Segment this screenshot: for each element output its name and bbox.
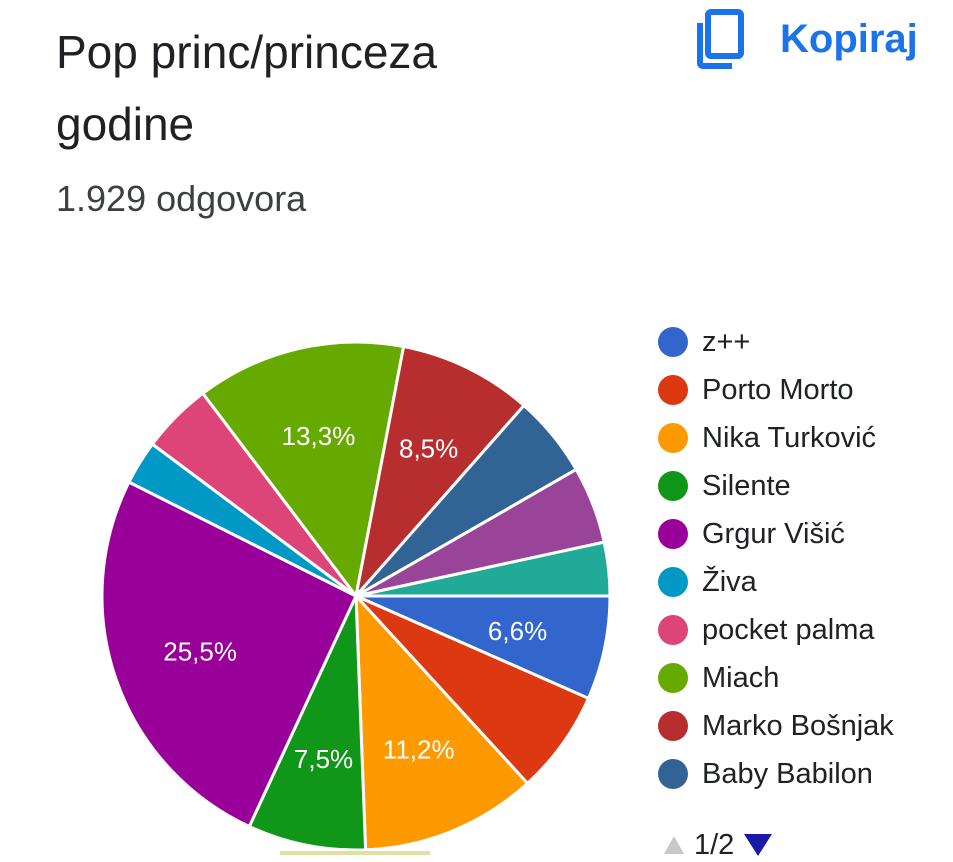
- legend-item[interactable]: pocket palma: [658, 606, 894, 654]
- legend-swatch: [658, 759, 688, 789]
- legend-item[interactable]: z++: [658, 318, 894, 366]
- pie-data-label: 7,5%: [294, 744, 353, 774]
- legend-label: Živa: [702, 565, 757, 598]
- copy-button[interactable]: Kopiraj: [694, 8, 918, 70]
- legend-swatch: [658, 471, 688, 501]
- response-count: 1.929 odgovora: [56, 178, 307, 219]
- copy-label: Kopiraj: [780, 16, 918, 61]
- legend-item[interactable]: Miach: [658, 654, 894, 702]
- legend-swatch: [658, 423, 688, 453]
- pie-data-label: 8,5%: [399, 434, 458, 464]
- legend-label: Silente: [702, 469, 791, 502]
- legend-label: Grgur Višić: [702, 517, 845, 550]
- copy-icon: [697, 9, 744, 69]
- legend-swatch: [658, 615, 688, 645]
- legend-next-icon[interactable]: [744, 834, 773, 856]
- legend-label: Porto Morto: [702, 373, 854, 406]
- legend-pager: 1/2: [664, 828, 773, 861]
- pie-slice-5[interactable]: [100, 480, 358, 829]
- legend-swatch: [658, 711, 688, 741]
- legend-item[interactable]: Grgur Višić: [658, 510, 894, 558]
- legend-swatch: [658, 327, 688, 357]
- pie-slice-4[interactable]: [247, 595, 368, 852]
- legend-item[interactable]: Živa: [658, 558, 894, 606]
- legend-item[interactable]: Baby Babilon: [658, 750, 894, 798]
- pie-slice-12[interactable]: [355, 540, 612, 598]
- legend-page: 1/2: [694, 828, 735, 861]
- legend-swatch: [658, 519, 688, 549]
- legend-prev-icon[interactable]: [664, 836, 684, 854]
- pie-slice-9[interactable]: [353, 344, 527, 602]
- legend-label: Miach: [702, 661, 780, 694]
- pie-slice-3[interactable]: [354, 591, 530, 852]
- chart-legend: z++ Porto Morto Nika Turković Silente Grgur …: [658, 318, 894, 798]
- legend-item[interactable]: Marko Bošnjak: [658, 702, 894, 750]
- legend-label: Nika Turković: [702, 421, 877, 454]
- legend-label: z++: [702, 325, 751, 358]
- legend-swatch: [658, 663, 688, 693]
- legend-swatch: [658, 567, 688, 597]
- pie-slice-8[interactable]: [200, 340, 406, 600]
- legend-label: pocket palma: [702, 613, 875, 646]
- chart-title: Pop princ/princeza godine: [56, 26, 437, 150]
- legend-swatch: [658, 375, 688, 405]
- legend-label: Marko Bošnjak: [702, 709, 894, 742]
- legend-item[interactable]: Silente: [658, 462, 894, 510]
- pie-data-label: 13,3%: [282, 421, 356, 451]
- pie-data-label: 25,5%: [163, 636, 237, 666]
- pie-chart: 6,6% 11,2% 7,5% 25,5% 13,3% 8,5%: [100, 340, 612, 852]
- legend-item[interactable]: Porto Morto: [658, 366, 894, 414]
- pie-data-label: 6,6%: [488, 616, 547, 646]
- legend-item[interactable]: Nika Turković: [658, 414, 894, 462]
- scroll-edge: [280, 851, 430, 855]
- legend-label: Baby Babilon: [702, 757, 873, 790]
- pie-data-label: 11,2%: [383, 735, 455, 765]
